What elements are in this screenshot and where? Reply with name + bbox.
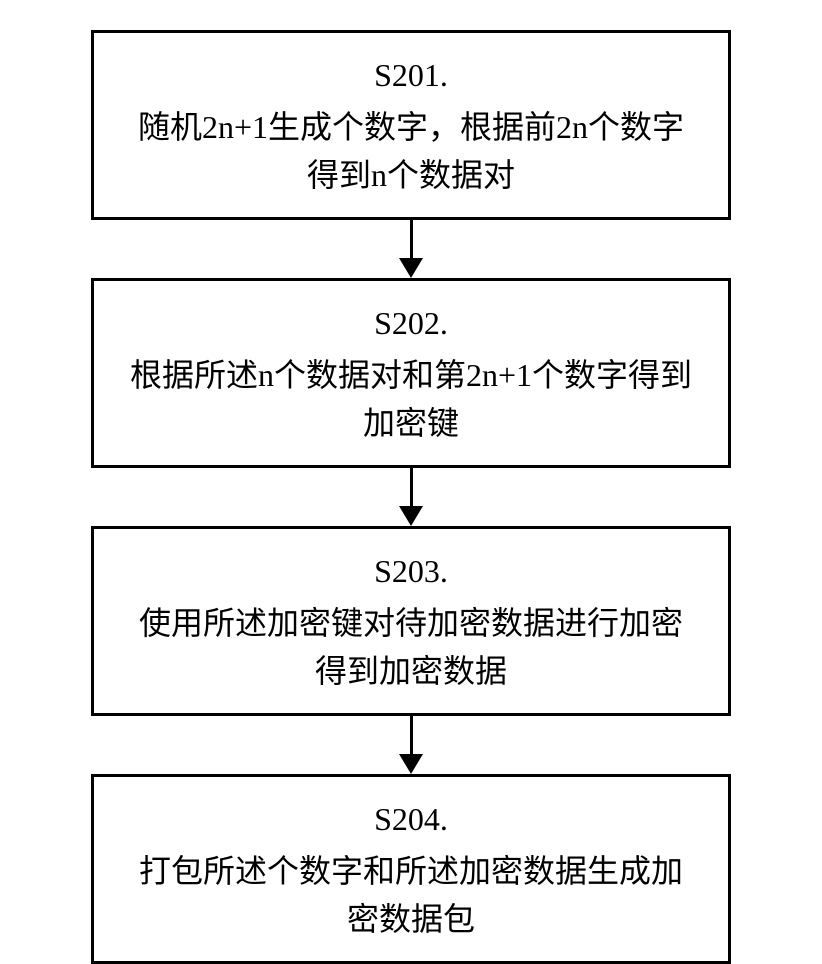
node-text: 使用所述加密键对待加密数据进行加密得到加密数据	[124, 599, 698, 695]
arrow-line	[410, 468, 413, 506]
flowchart-node-s204: S204. 打包所述个数字和所述加密数据生成加密数据包	[91, 774, 731, 964]
flowchart-node-s202: S202. 根据所述n个数据对和第2n+1个数字得到加密键	[91, 278, 731, 468]
flowchart-arrow	[399, 220, 423, 278]
arrow-head-icon	[399, 506, 423, 526]
node-id: S202.	[124, 299, 698, 347]
node-text: 随机2n+1生成个数字，根据前2n个数字得到n个数据对	[124, 103, 698, 199]
node-id: S201.	[124, 51, 698, 99]
flowchart-node-s203: S203. 使用所述加密键对待加密数据进行加密得到加密数据	[91, 526, 731, 716]
arrow-head-icon	[399, 754, 423, 774]
flowchart-container: S201. 随机2n+1生成个数字，根据前2n个数字得到n个数据对 S202. …	[0, 0, 822, 964]
node-text: 打包所述个数字和所述加密数据生成加密数据包	[124, 847, 698, 943]
node-id: S204.	[124, 795, 698, 843]
arrow-head-icon	[399, 258, 423, 278]
arrow-line	[410, 716, 413, 754]
node-text: 根据所述n个数据对和第2n+1个数字得到加密键	[124, 351, 698, 447]
flowchart-arrow	[399, 468, 423, 526]
flowchart-arrow	[399, 716, 423, 774]
flowchart-node-s201: S201. 随机2n+1生成个数字，根据前2n个数字得到n个数据对	[91, 30, 731, 220]
node-id: S203.	[124, 547, 698, 595]
arrow-line	[410, 220, 413, 258]
